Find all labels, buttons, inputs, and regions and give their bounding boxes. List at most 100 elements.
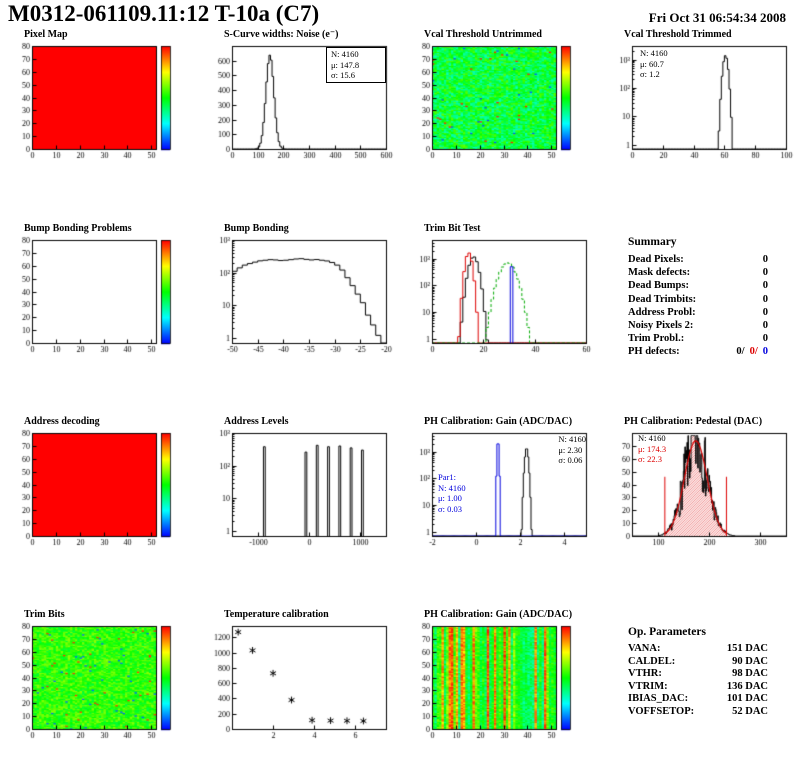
- stat-line: μ: 147.8: [331, 59, 360, 70]
- summary-row: Dead Trimbits: 0: [628, 293, 768, 306]
- stat-line: σ: 1.2: [640, 69, 660, 79]
- summary-value: 0: [762, 333, 768, 345]
- panel-pixel-map: Pixel Map: [6, 28, 196, 167]
- trim-bits-title: Trim Bits: [24, 609, 65, 620]
- summary-value: 0: [762, 254, 768, 265]
- op-parameter-row: VOFFSETOP: 52 DAC: [628, 706, 768, 719]
- stat-line: μ: 2.30: [558, 444, 583, 455]
- op-parameters-panel: Op. Parameters VANA: 151 DAC CALDEL: 90 …: [628, 626, 768, 719]
- bump-problems-title: Bump Bonding Problems: [24, 223, 132, 234]
- address-levels-plot: [206, 428, 396, 554]
- ph-gain-hist-title: PH Calibration: Gain (ADC/DAC): [424, 416, 573, 427]
- stat-line: μ: 60.7: [640, 58, 664, 69]
- summary-label: Noisy Pixels 2:: [628, 320, 694, 332]
- op-label: VTHR:: [628, 668, 662, 680]
- summary-title: Summary: [628, 236, 677, 248]
- trim-bits-plot: [6, 621, 196, 747]
- stat-line: σ: 22.3: [638, 454, 662, 464]
- panel-bump-problems: Bump Bonding Problems: [6, 222, 196, 361]
- summary-label: Dead Pixels:: [628, 254, 684, 265]
- summary-row: Dead Pixels: 0: [628, 253, 768, 266]
- scurve-stats-box: N: 4160 μ: 147.8 σ: 15.6: [326, 47, 386, 83]
- vcal-untrimmed-title: Vcal Threshold Untrimmed: [424, 29, 542, 40]
- op-parameter-row: IBIAS_DAC: 101 DAC: [628, 693, 768, 706]
- op-label: IBIAS_DAC:: [628, 693, 689, 705]
- op-parameters-title: Op. Parameters: [628, 626, 706, 638]
- summary-value: 0: [762, 280, 768, 292]
- ph-defects-blue: 0: [762, 346, 768, 358]
- bump-bonding-plot: [206, 235, 396, 361]
- stat-line: σ: 0.06: [558, 455, 583, 465]
- stat-line: μ: 174.3: [638, 443, 667, 454]
- bump-problems-plot: [6, 235, 196, 361]
- summary-panel: Summary Dead Pixels: 0 Mask defects: 0 D…: [628, 236, 768, 359]
- panel-address-decoding: Address decoding: [6, 415, 196, 554]
- address-levels-title: Address Levels: [224, 416, 289, 427]
- temp-cal-title: Temperature calibration: [224, 609, 329, 620]
- summary-row-ph-defects: PH defects: 0/0/0: [628, 345, 768, 358]
- panel-vcal-untrimmed: Vcal Threshold Untrimmed: [406, 28, 596, 167]
- summary-value: 0: [762, 320, 768, 332]
- stat-line: N: 4160: [331, 49, 359, 59]
- summary-row: Address Probl: 0: [628, 306, 768, 319]
- summary-label: Mask defects:: [628, 267, 691, 279]
- address-decoding-title: Address decoding: [24, 416, 100, 427]
- stat-line: Par1:: [438, 472, 456, 482]
- pixel-map-plot: [6, 41, 196, 167]
- summary-value: 0: [762, 306, 768, 318]
- ph-gain-map-title: PH Calibration: Gain (ADC/DAC): [424, 609, 573, 620]
- panel-bump-bonding: Bump Bonding: [206, 222, 396, 361]
- summary-label: Address Probl:: [628, 306, 696, 318]
- op-parameter-row: VTHR: 98 DAC: [628, 668, 768, 681]
- stat-line: σ: 15.6: [331, 70, 355, 80]
- trim-bit-test-title: Trim Bit Test: [424, 223, 481, 234]
- summary-label: Dead Bumps:: [628, 280, 689, 292]
- ph-pedestal-title: PH Calibration: Pedestal (DAC): [624, 416, 763, 427]
- temp-cal-plot: [206, 621, 396, 747]
- stat-line: μ: 1.00: [438, 493, 462, 503]
- panel-scurve-noise: S-Curve widths: Noise (e⁻) N: 4160 μ: 14…: [206, 28, 396, 167]
- panel-ph-gain-hist: PH Calibration: Gain (ADC/DAC) N: 4160 μ…: [406, 415, 596, 554]
- vcal-trimmed-plot: [606, 41, 796, 167]
- panel-trim-bit-test: Trim Bit Test: [406, 222, 596, 361]
- summary-label: Dead Trimbits:: [628, 293, 697, 305]
- ph-gain-hist-plot: [406, 428, 596, 554]
- op-value: 101 DAC: [726, 693, 768, 705]
- ph-gain-stats: N: 4160 μ: 2.30 σ: 0.06: [558, 434, 586, 466]
- op-value: 98 DAC: [732, 668, 768, 680]
- summary-row: Mask defects: 0: [628, 266, 768, 279]
- op-label: VANA:: [628, 643, 661, 654]
- op-parameter-row: VTRIM: 136 DAC: [628, 681, 768, 694]
- panel-ph-gain-map: PH Calibration: Gain (ADC/DAC): [406, 608, 596, 747]
- op-parameter-row: CALDEL: 90 DAC: [628, 656, 768, 669]
- op-label: CALDEL:: [628, 655, 676, 667]
- op-value: 52 DAC: [732, 705, 768, 717]
- pixel-map-title: Pixel Map: [24, 29, 68, 40]
- ph-pedestal-stats: N: 4160 μ: 174.3 σ: 22.3: [638, 433, 666, 465]
- ph-gain-par1-stats: Par1: N: 4160 μ: 1.00 σ: 0.03: [438, 472, 466, 514]
- summary-row: Noisy Pixels 2: 0: [628, 319, 768, 332]
- bump-bonding-title: Bump Bonding: [224, 223, 289, 234]
- summary-row: Trim Probl.: 0: [628, 332, 768, 345]
- op-value: 136 DAC: [726, 680, 768, 692]
- stat-line: N: 4160: [438, 482, 466, 493]
- page-date: Fri Oct 31 06:54:34 2008: [648, 10, 786, 25]
- op-value: 151 DAC: [726, 643, 768, 654]
- address-decoding-plot: [6, 428, 196, 554]
- page-title: M0312-061109.11:12 T-10a (C7): [8, 1, 320, 26]
- ph-defects-total: 0/: [736, 346, 745, 358]
- scurve-noise-title: S-Curve widths: Noise (e⁻): [224, 29, 339, 40]
- summary-row: Dead Bumps: 0: [628, 279, 768, 292]
- stat-line: N: 4160: [558, 434, 586, 444]
- vcal-trimmed-title: Vcal Threshold Trimmed: [624, 29, 732, 40]
- ph-gain-map-plot: [406, 621, 596, 747]
- trim-bit-test-plot: [406, 235, 596, 361]
- ph-defects-red: 0/: [749, 346, 758, 358]
- summary-ph-values: 0/0/0: [736, 345, 768, 358]
- summary-value: 0: [762, 267, 768, 279]
- op-label: VOFFSETOP:: [628, 705, 695, 717]
- vcal-trimmed-stats: N: 4160 μ: 60.7 σ: 1.2: [640, 48, 668, 80]
- panel-ph-pedestal: PH Calibration: Pedestal (DAC) N: 4160 μ…: [606, 415, 796, 554]
- summary-value: 0: [762, 293, 768, 305]
